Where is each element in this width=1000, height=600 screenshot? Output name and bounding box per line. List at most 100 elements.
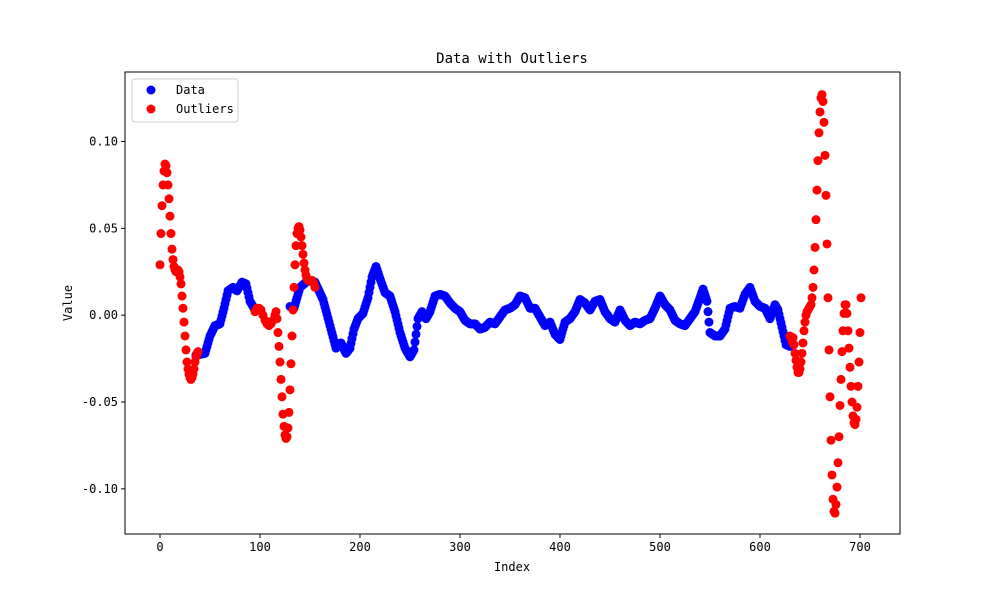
outlier-point (854, 357, 864, 367)
outlier-point (180, 331, 190, 341)
outlier-point (175, 272, 185, 282)
points-layer (155, 90, 866, 518)
data-point (704, 317, 714, 327)
outlier-point (165, 211, 175, 221)
outlier-point (284, 407, 294, 417)
y-tick-label: 0.00 (89, 308, 118, 322)
y-tick-label: 0.10 (89, 134, 118, 148)
outlier-point (837, 347, 847, 357)
outlier-point (286, 359, 296, 369)
outlier-point (161, 161, 171, 171)
outlier-point (193, 347, 203, 357)
outlier-point (298, 249, 308, 259)
outlier-point (295, 225, 305, 235)
legend: Data Outliers (131, 78, 239, 123)
outlier-point (275, 357, 285, 367)
outlier-point (799, 326, 809, 336)
outlier-point (845, 362, 855, 372)
outlier-point (822, 239, 832, 249)
legend-marker (146, 85, 156, 95)
outlier-point (846, 381, 856, 391)
data-point (703, 307, 713, 317)
outlier-point (824, 345, 834, 355)
outlier-point (182, 357, 192, 367)
outlier-point (796, 357, 806, 367)
outlier-point (790, 348, 800, 358)
outlier-point (856, 293, 866, 303)
outlier-point (841, 300, 851, 310)
outlier-point (807, 293, 817, 303)
outlier-point (812, 185, 822, 195)
outlier-point (272, 314, 282, 324)
outlier-point (166, 229, 176, 239)
ticks-layer: 0 100 200 300 400 500 600 700 -0.10 -0.05 0.00 0.05… (82, 134, 871, 554)
x-tick-label: 500 (649, 540, 671, 554)
outlier-point (821, 190, 831, 200)
legend-label: Outliers (176, 102, 234, 116)
outlier-point (289, 282, 299, 292)
outlier-point (806, 300, 816, 310)
x-tick-label: 600 (749, 540, 771, 554)
outlier-point (177, 291, 187, 301)
y-tick-label: -0.10 (82, 482, 118, 496)
outlier-point (815, 107, 825, 117)
outlier-point (168, 255, 178, 265)
outlier-point (819, 117, 829, 127)
outlier-point (851, 414, 861, 424)
outlier-point (843, 326, 853, 336)
outlier-point (798, 338, 808, 348)
outlier-point (178, 303, 188, 313)
outlier-point (288, 305, 298, 315)
outlier-point (797, 348, 807, 358)
outlier-point (788, 333, 798, 343)
outlier-point (836, 374, 846, 384)
outlier-point (189, 364, 199, 374)
outlier-point (156, 229, 166, 239)
outlier-point (181, 345, 191, 355)
outlier-point (835, 400, 845, 410)
outlier-point (273, 328, 283, 338)
data-point (411, 329, 421, 339)
outlier-point (800, 317, 810, 327)
outlier-point (817, 90, 827, 100)
data-point (409, 345, 419, 355)
x-tick-label: 700 (849, 540, 871, 554)
outlier-point (832, 482, 842, 492)
outlier-point (179, 317, 189, 327)
outlier-point (274, 341, 284, 351)
outlier-point (811, 215, 821, 225)
outlier-point (277, 392, 287, 402)
outlier-point (276, 374, 286, 384)
legend-label: Data (176, 83, 205, 97)
outlier-point (282, 432, 292, 442)
outlier-point (810, 242, 820, 252)
outlier-point (283, 423, 293, 433)
outlier-point (155, 260, 165, 270)
outlier-point (825, 392, 835, 402)
outlier-point (296, 232, 306, 242)
outlier-point (831, 499, 841, 509)
outlier-point (834, 432, 844, 442)
outlier-point (823, 293, 833, 303)
outlier-point (826, 435, 836, 445)
y-tick-label: -0.05 (82, 395, 118, 409)
outlier-point (167, 244, 177, 254)
x-tick-label: 0 (156, 540, 163, 554)
outlier-point (290, 260, 300, 270)
legend-marker (146, 104, 156, 114)
outlier-point (853, 381, 863, 391)
x-tick-label: 100 (249, 540, 271, 554)
outlier-point (842, 308, 852, 318)
x-axis-label: Index (494, 560, 530, 574)
outlier-point (813, 156, 823, 166)
outlier-point (808, 282, 818, 292)
plot-frame (124, 71, 901, 535)
outlier-point (852, 402, 862, 412)
data-point (702, 296, 712, 306)
outlier-point (299, 258, 309, 268)
x-tick-label: 200 (349, 540, 371, 554)
outlier-point (157, 201, 167, 211)
outlier-point (176, 279, 186, 289)
data-point (412, 321, 422, 331)
